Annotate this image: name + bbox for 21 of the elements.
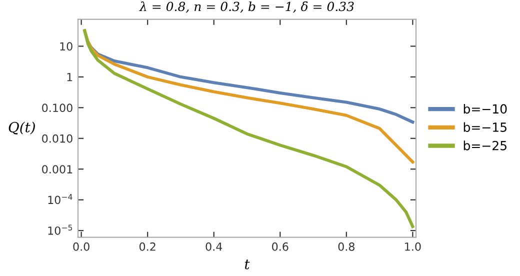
y-tick-label: 0.001: [42, 165, 72, 174]
x-tick-label: 0.4: [206, 242, 222, 251]
y-tick-label: 10$^{−4}$: [48, 194, 72, 204]
y-axis-title: Q(t): [8, 122, 35, 134]
y-tick-label: 0.100: [42, 104, 72, 112]
line-series: [83, 29, 414, 228]
legend-label: b=−15: [464, 122, 506, 132]
chart-title: λ = 0.8, n = 0.3, b = −1, δ = 0.33: [139, 1, 354, 13]
y-tick-label: 1: [67, 73, 72, 82]
x-tick-label: 0.8: [338, 242, 354, 251]
x-tick-label: 0.0: [73, 242, 90, 251]
legend-label: b=−10: [464, 104, 507, 114]
x-tick-label: 0.6: [272, 242, 288, 251]
x-tick-label: 1.0: [405, 242, 421, 251]
y-tick-label: 10: [60, 42, 72, 51]
legend-label: b=−25: [464, 140, 506, 150]
x-axis-title: t: [244, 260, 250, 270]
y-tick-label: 0.010: [42, 134, 72, 143]
y-tick-label: 10$^{−5}$: [48, 224, 72, 235]
line-series: [83, 29, 414, 164]
x-tick-label: 0.2: [139, 242, 156, 251]
